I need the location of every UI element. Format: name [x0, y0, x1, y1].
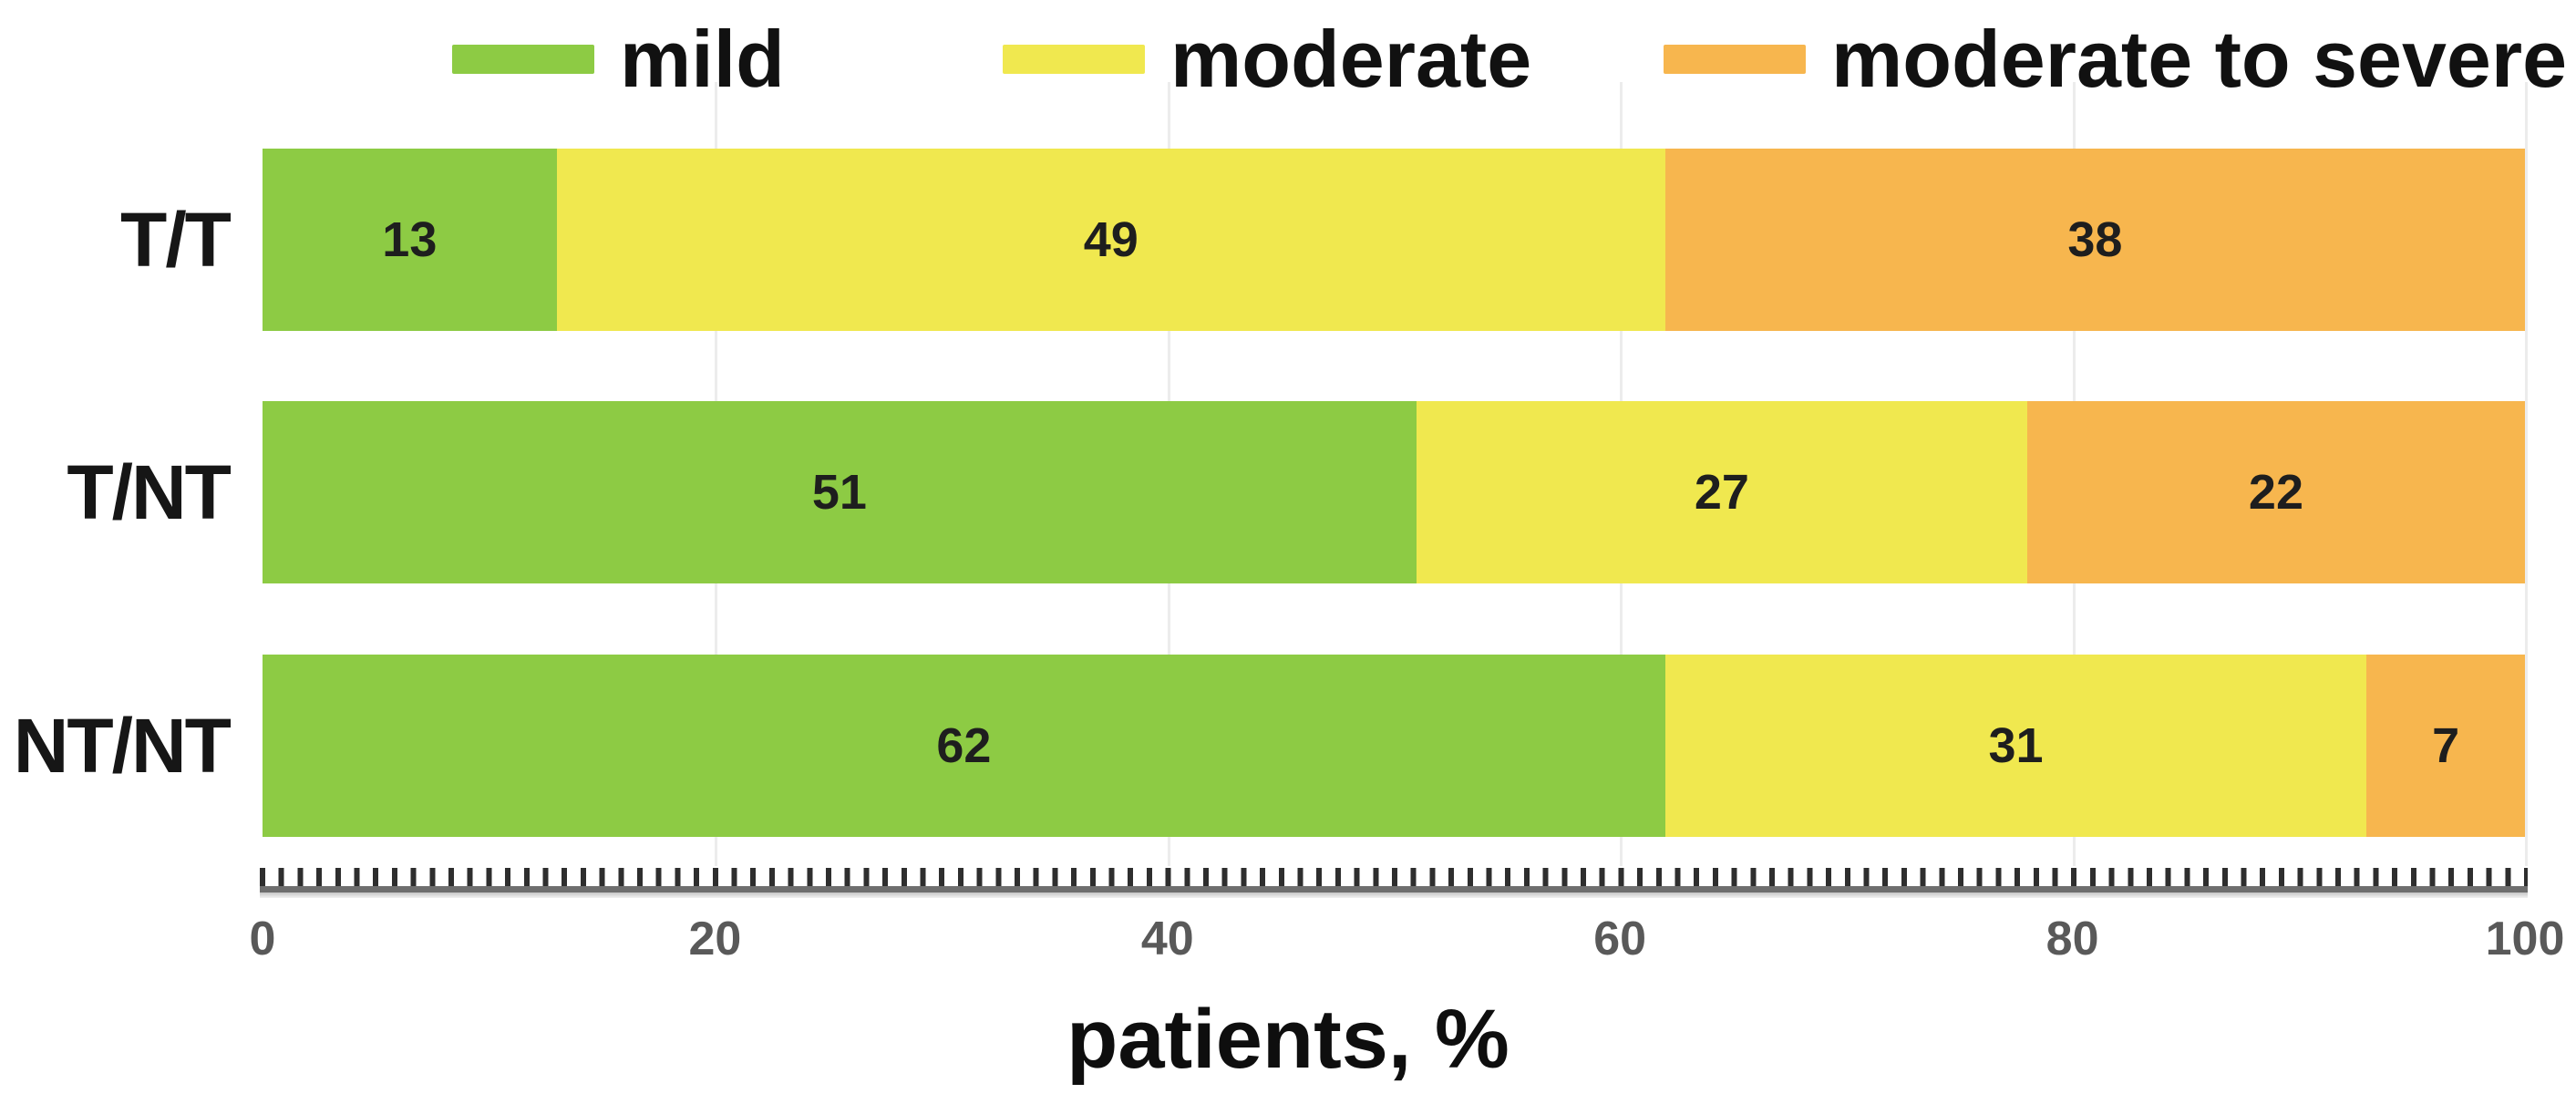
stacked-bar: 62 31 7	[263, 655, 2525, 837]
segment-value-label: 22	[2248, 465, 2303, 520]
x-tick-label-100: 100	[2485, 913, 2565, 965]
bar-segment-mild: 13	[263, 149, 557, 331]
bar-segment-mild: 51	[263, 401, 1417, 583]
legend-swatch-icon	[1664, 45, 1806, 74]
x-axis-title: patients, %	[1066, 993, 1510, 1086]
bar-row-T-NT: T/NT 51 27 22	[0, 401, 2576, 583]
x-axis-ruler	[260, 868, 2528, 898]
segment-value-label: 38	[2067, 212, 2123, 267]
axis-minor-ticks	[260, 868, 2528, 886]
plot-area: T/T 13 49 38 T/NT 51 27 22 NT/NT 62 31 7	[0, 82, 2576, 866]
segment-value-label: 49	[1083, 212, 1139, 267]
x-tick-label-60: 60	[1593, 913, 1647, 965]
x-axis-tick-labels: 0 20 40 60 80 100	[0, 912, 2576, 966]
bar-row-NT-NT: NT/NT 62 31 7	[0, 655, 2576, 837]
legend-item-moderate-to-severe: moderate to severe	[1664, 0, 2567, 119]
legend: mild moderate moderate to severe	[0, 0, 2576, 119]
x-tick-label-20: 20	[688, 913, 742, 965]
category-label: NT/NT	[13, 702, 232, 789]
legend-item-mild: mild	[452, 0, 785, 119]
bar-segment-moderate-to-severe: 7	[2366, 655, 2525, 837]
segment-value-label: 7	[2432, 718, 2460, 773]
segment-value-label: 27	[1694, 465, 1749, 520]
axis-line	[260, 886, 2528, 892]
legend-label: moderate	[1170, 14, 1532, 104]
bar-segment-mild: 62	[263, 655, 1665, 837]
legend-label: moderate to severe	[1831, 14, 2568, 104]
bar-segment-moderate: 49	[556, 149, 1665, 331]
bar-segment-moderate-to-severe: 38	[1664, 149, 2525, 331]
category-label: T/T	[120, 196, 232, 283]
bar-segment-moderate: 31	[1664, 655, 2367, 837]
category-label: T/NT	[67, 449, 232, 535]
x-tick-label-40: 40	[1140, 913, 1194, 965]
legend-swatch-icon	[1003, 45, 1145, 74]
legend-label: mild	[620, 14, 785, 104]
axis-line-shadow	[260, 892, 2528, 898]
segment-value-label: 13	[382, 212, 438, 267]
bar-segment-moderate-to-severe: 22	[2026, 401, 2525, 583]
segment-value-label: 31	[1988, 718, 2044, 773]
x-tick-label-0: 0	[249, 913, 276, 965]
stacked-bar: 51 27 22	[263, 401, 2525, 583]
legend-item-moderate: moderate	[1003, 0, 1531, 119]
gridline-100	[2525, 82, 2528, 866]
legend-swatch-icon	[452, 45, 594, 74]
segment-value-label: 51	[811, 465, 867, 520]
stacked-bar: 13 49 38	[263, 149, 2525, 331]
x-tick-label-80: 80	[2045, 913, 2099, 965]
segment-value-label: 62	[936, 718, 992, 773]
bar-row-T-T: T/T 13 49 38	[0, 149, 2576, 331]
bar-segment-moderate: 27	[1416, 401, 2027, 583]
